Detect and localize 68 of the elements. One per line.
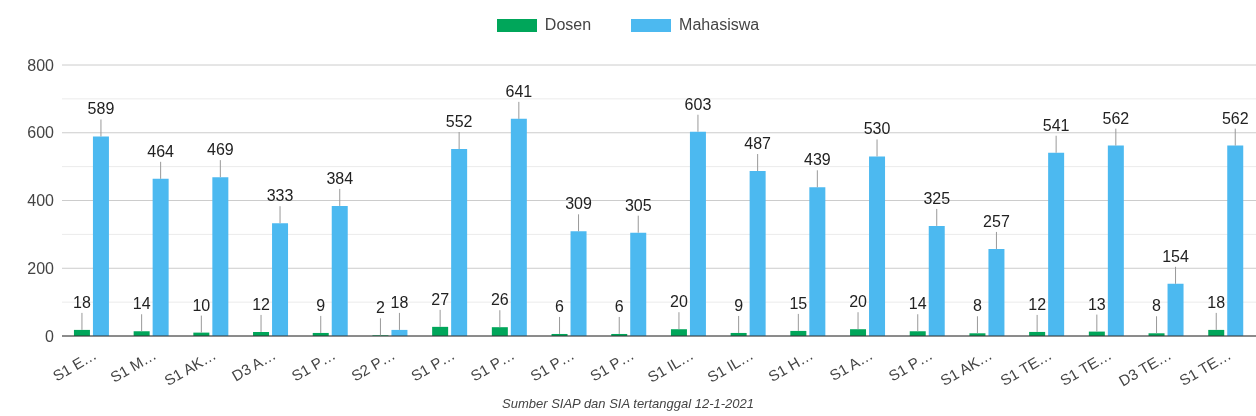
data-label: 589 (87, 100, 115, 118)
data-label: 464 (147, 142, 175, 160)
data-label: 18 (73, 293, 91, 311)
data-label: 541 (1042, 116, 1070, 134)
data-label: 487 (744, 135, 772, 153)
text: Sumber SIAP dan SIA tertanggal 12-1-2021 (501, 396, 755, 411)
data-label: 14 (908, 295, 927, 313)
data-label: 305 (624, 196, 652, 214)
data-label: 14 (132, 295, 151, 313)
y-tick-label: 400 (27, 192, 55, 210)
data-label: 18 (1207, 293, 1226, 311)
data-label: 562 (1221, 109, 1249, 127)
data-label: 20 (670, 293, 688, 311)
data-label: 12 (252, 295, 271, 313)
data-label: 469 (206, 141, 234, 159)
y-tick-label: 600 (27, 124, 55, 142)
x-tick-label: S1 M… (107, 345, 160, 386)
data-label: 8 (972, 297, 982, 315)
data-label: 603 (684, 95, 712, 113)
data-label: 8 (1152, 297, 1162, 315)
x-tick-label: S1 P… (527, 345, 577, 385)
data-label: 6 (555, 297, 565, 315)
y-tick-label: 200 (27, 259, 55, 277)
data-label: 15 (789, 294, 808, 312)
data-label: 10 (192, 296, 211, 314)
x-tick-label: S1 IL… (644, 345, 697, 386)
x-tick-label: S1 P… (467, 345, 518, 385)
data-label: 154 (1162, 247, 1189, 265)
data-label: 2 (375, 299, 385, 317)
data-label: 6 (614, 297, 624, 315)
data-label: 9 (734, 296, 744, 314)
x-tick-label: S1 E… (49, 345, 100, 385)
y-tick-label: 0 (45, 327, 55, 345)
x-tick-label: S2 P… (348, 345, 398, 385)
data-label: 439 (803, 151, 831, 169)
data-label: 20 (849, 293, 868, 311)
x-tick-label: D3 TE… (1115, 345, 1174, 390)
data-label: 309 (565, 195, 592, 213)
data-label: 27 (431, 290, 450, 308)
x-tick-label: S1 P… (586, 345, 637, 385)
data-label: 26 (490, 291, 509, 309)
x-tick-label: S1 AK… (161, 345, 219, 389)
data-label: 384 (326, 169, 354, 187)
y-tick-label: 800 (27, 56, 55, 74)
data-label: 530 (863, 120, 891, 138)
data-label: 333 (266, 187, 294, 205)
data-label: 12 (1028, 295, 1047, 313)
x-tick-label: S1 P… (407, 345, 458, 385)
legend-label: Dosen (544, 16, 592, 34)
data-label: 552 (445, 113, 473, 131)
data-label: 9 (316, 296, 326, 314)
x-tick-label: S1 P… (288, 345, 339, 385)
x-tick-label: S1 H… (765, 345, 816, 385)
data-label: 562 (1102, 109, 1130, 127)
x-tick-label: S1 P… (885, 345, 936, 385)
data-label: 257 (983, 212, 1010, 230)
x-tick-label: S1 TE… (997, 345, 1055, 389)
data-label: 641 (505, 82, 533, 100)
x-tick-label: S1 TE… (1056, 345, 1115, 389)
data-label: 13 (1087, 295, 1106, 313)
x-tick-label: S1 IL… (704, 345, 757, 386)
legend-label: Mahasiswa (679, 16, 760, 34)
data-label: 325 (923, 189, 951, 207)
x-tick-label: S1 TE… (1176, 345, 1234, 389)
x-tick-label: S1 A… (826, 345, 876, 384)
x-tick-label: D3 A… (228, 345, 279, 385)
data-label: 18 (390, 293, 409, 311)
x-tick-label: S1 AK… (937, 345, 995, 389)
